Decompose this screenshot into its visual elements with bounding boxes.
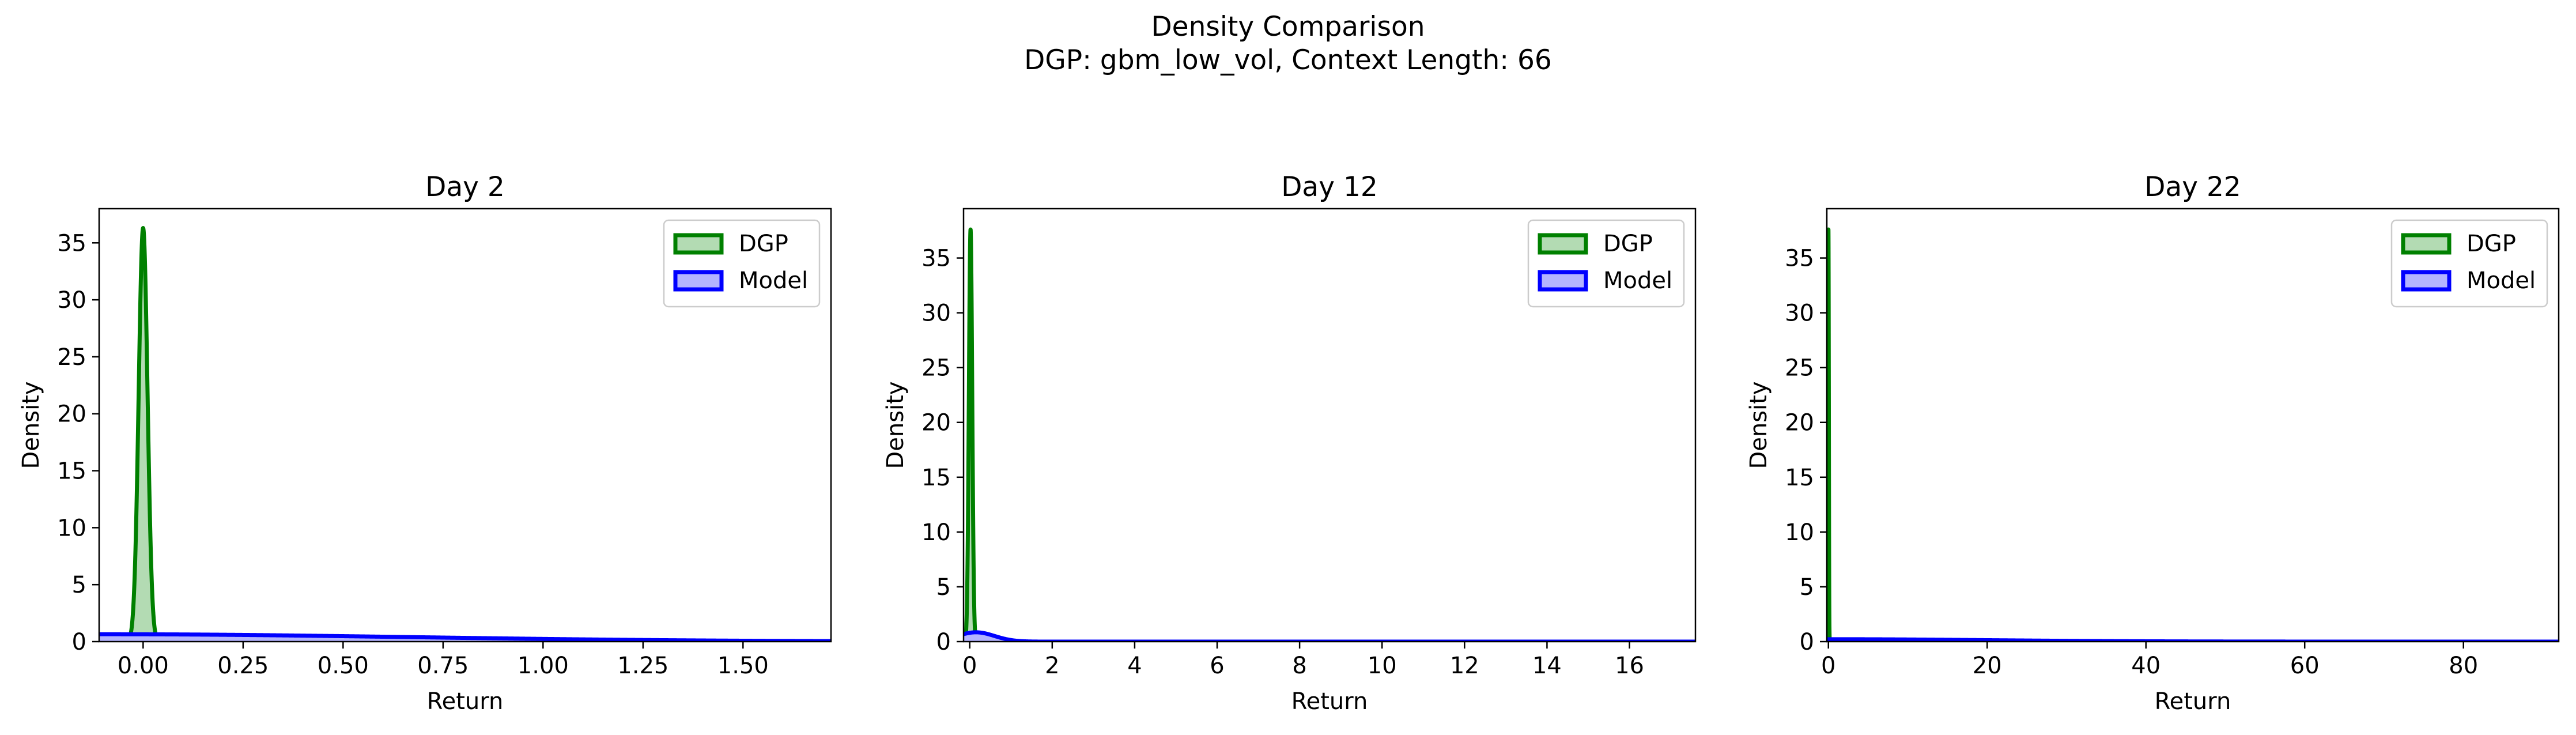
y-tick-label: 10 [1785,519,1814,546]
y-axis-label: Density [882,381,909,469]
y-tick-label: 25 [921,355,951,382]
legend-swatch-dgp [1538,233,1588,255]
axes-frame [1826,208,2560,643]
y-tick-label: 30 [921,300,951,327]
x-tick-label: 14 [1532,653,1562,679]
x-axis-label: Return [427,688,504,715]
x-tick-label: 0.25 [217,653,269,679]
y-tick-label: 15 [57,458,86,485]
axes-frame [962,208,1697,643]
panel-day-12: Day 12 0 2 4 6 8 10 12 14 16 0 5 10 15 20 25 30 35 Return D… [882,171,1697,715]
y-tick-label: 30 [1785,300,1814,327]
y-tick-label: 5 [72,572,86,598]
x-tick-label: 10 [1368,653,1397,679]
x-tick-label: 12 [1450,653,1479,679]
y-tick-label: 15 [1785,465,1814,491]
legend-swatch-model [2401,270,2452,292]
x-tick-label: 1.00 [518,653,569,679]
x-tick-label: 0.50 [318,653,369,679]
y-tick-label: 35 [1785,246,1814,272]
legend-label-model: Model [2467,267,2536,294]
x-tick-label: 40 [2131,653,2160,679]
y-tick-label: 0 [1800,629,1814,655]
y-tick-label: 25 [57,344,86,371]
y-tick-label: 35 [57,230,86,257]
y-tick-label: 0 [72,629,86,655]
series-dgp-line [964,227,1695,642]
y-tick-label: 10 [57,515,86,541]
axes-frame [98,208,832,643]
series-model [964,630,1695,642]
panel-day-2: Day 2 0.00 0.25 0.50 0.75 1.00 1.25 1.50 0 5 10 15 2… [18,171,832,715]
x-tick-label: 8 [1292,653,1306,679]
x-axis-label: Return [1291,688,1368,715]
y-tick-label: 5 [1800,574,1814,601]
y-tick-label: 30 [57,287,86,314]
panel-day-22: Day 22 0 20 40 60 80 0 5 10 15 20 25 30 35 Return Densi… [1746,171,2560,715]
panel-title: Day 2 [425,171,505,203]
x-axis-label: Return [2155,688,2231,715]
x-tick-label: 16 [1615,653,1644,679]
y-tick-label: 0 [936,629,951,655]
x-tick-label: 0 [1821,653,1835,679]
figure-title-line2: DGP: gbm_low_vol, Context Length: 66 [1024,44,1552,76]
panel-title: Day 22 [2144,171,2241,203]
legend-swatch-model [673,270,724,292]
legend-label-dgp: DGP [739,231,788,257]
y-tick-label: 25 [1785,355,1814,382]
x-tick-label: 1.25 [617,653,668,679]
y-tick-label: 10 [921,519,951,546]
series-model [99,632,831,642]
legend: DGP Model [2390,219,2548,308]
x-tick-label: 0 [962,653,977,679]
legend-label-dgp: DGP [1603,231,1653,257]
legend-swatch-dgp [673,233,724,255]
y-tick-label: 5 [936,574,951,601]
legend-label-dgp: DGP [2467,231,2516,257]
y-tick-label: 20 [1785,410,1814,436]
series-model-line [99,632,831,642]
series-dgp-line [1827,227,2559,642]
x-tick-label: 6 [1210,653,1224,679]
series-dgp-line [99,226,831,642]
legend: DGP Model [1527,219,1685,308]
legend-swatch-dgp [2401,233,2452,255]
series-dgp [99,226,831,642]
x-tick-label: 0.00 [118,653,169,679]
y-tick-label: 20 [57,401,86,428]
x-tick-label: 60 [2290,653,2320,679]
x-tick-label: 0.75 [417,653,469,679]
y-axis-label: Density [1746,381,1772,469]
panel-title: Day 12 [1281,171,1378,203]
legend-label-model: Model [1603,267,1672,294]
x-tick-label: 2 [1045,653,1059,679]
y-tick-label: 35 [921,246,951,272]
y-tick-label: 15 [921,465,951,491]
series-dgp [964,227,1695,642]
figure-title-line1: Density Comparison [1151,11,1425,43]
x-tick-label: 20 [1973,653,2002,679]
series-dgp [1827,227,2559,642]
x-tick-label: 1.50 [717,653,769,679]
legend-label-model: Model [739,267,808,294]
x-tick-label: 4 [1127,653,1142,679]
x-tick-label: 80 [2449,653,2478,679]
legend: DGP Model [663,219,821,308]
series-model-line [964,630,1695,642]
y-axis-label: Density [18,381,44,469]
legend-swatch-model [1538,270,1588,292]
y-tick-label: 20 [921,410,951,436]
